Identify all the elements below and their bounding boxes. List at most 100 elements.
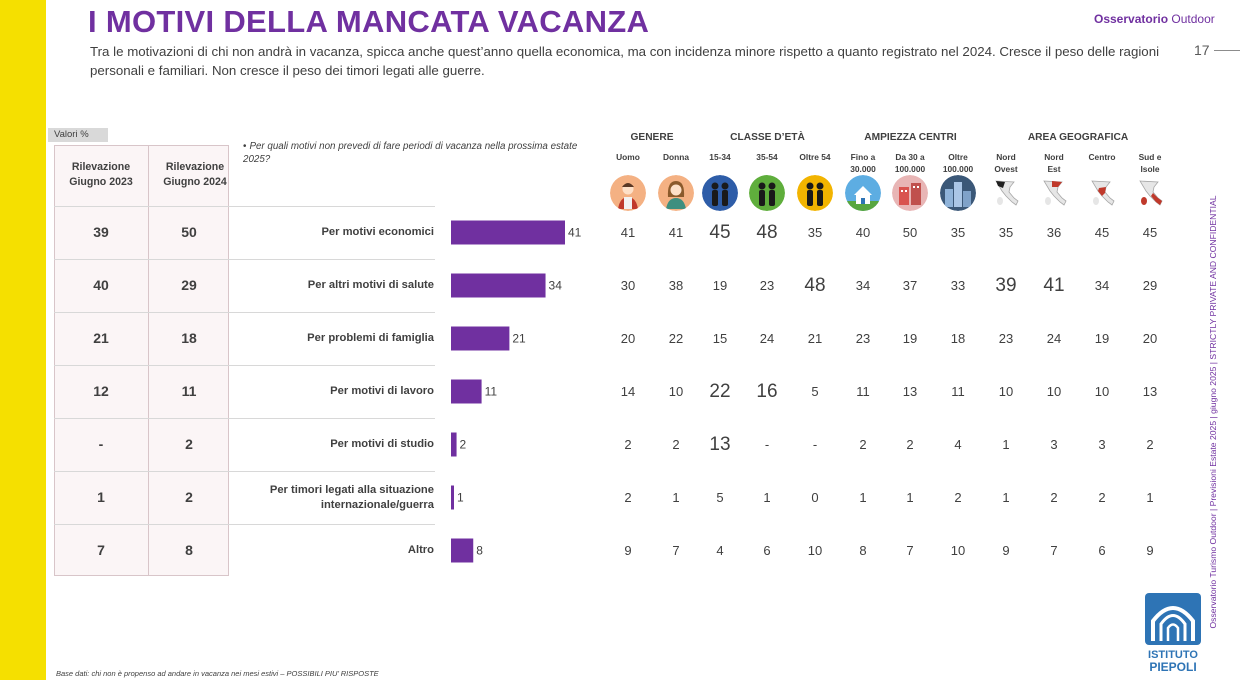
reason-label: Per motivi di studio	[330, 437, 434, 452]
matrix-value: 19	[1094, 331, 1110, 346]
matrix-value: 0	[811, 490, 819, 505]
page-subtitle: Tra le motivazioni di chi non andrà in v…	[90, 44, 1160, 78]
matrix-value: 19	[902, 331, 918, 346]
matrix-value: 39	[995, 275, 1017, 296]
reason-label: Per problemi di famiglia	[307, 331, 434, 346]
label-row-divider	[229, 312, 435, 313]
matrix-value: 10	[668, 384, 684, 399]
matrix-value: 7	[1050, 543, 1058, 558]
bar	[451, 273, 546, 298]
column-header-line: 15-34	[709, 152, 731, 162]
matrix-value: 34	[855, 278, 871, 293]
reason-label: Per motivi di lavoro	[330, 384, 434, 399]
column-header-line: Nord	[996, 152, 1016, 162]
italy-south-islands-map-icon	[1132, 175, 1168, 211]
matrix-value: 9	[1146, 543, 1154, 558]
matrix-value: 5	[716, 490, 724, 505]
column-header-line: Fino a	[850, 152, 876, 162]
column-header-line: Oltre 54	[799, 152, 831, 162]
matrix-value: 9	[1002, 543, 1010, 558]
history-column-header: Rilevazione Giugno 2023	[54, 160, 148, 190]
reason-label: Per timori legati alla situazione interna…	[270, 483, 434, 513]
values-unit-badge: Valori %	[48, 128, 108, 142]
column-header: Centro	[1079, 151, 1125, 163]
matrix-value: 29	[1142, 278, 1158, 293]
history-2024-value: 29	[181, 277, 197, 293]
matrix-value: 37	[902, 278, 918, 293]
history-2023-value: 12	[93, 383, 109, 399]
column-header-line: 30.000	[850, 164, 876, 174]
matrix-value: 15	[712, 331, 728, 346]
bar-value-label: 34	[549, 279, 563, 293]
matrix-value: 23	[855, 331, 871, 346]
matrix-value: 24	[759, 331, 775, 346]
matrix-value: 23	[759, 278, 775, 293]
column-group-header: AMPIEZZA CENTRI	[864, 132, 957, 143]
column-header: 15-34	[697, 151, 743, 163]
history-column-header: Rilevazione Giugno 2024	[148, 160, 242, 190]
matrix-value: 2	[1146, 437, 1154, 452]
matrix-value: 1	[1146, 490, 1154, 505]
column-header-line: 100.000	[942, 164, 974, 174]
history-2023-value: 1	[97, 489, 105, 505]
label-row-divider	[229, 524, 435, 525]
matrix-value: 2	[906, 437, 914, 452]
column-header-line: Oltre	[948, 152, 968, 162]
matrix-value: 48	[756, 222, 778, 243]
matrix-value: 13	[1142, 384, 1158, 399]
matrix-value: 18	[950, 331, 966, 346]
matrix-value: 21	[807, 331, 823, 346]
column-header-line: 100.000	[894, 164, 926, 174]
column-header: Oltre 100.000	[935, 151, 981, 175]
column-header-line: Nord	[1044, 152, 1064, 162]
reason-label-line: Per altri motivi di salute	[307, 279, 434, 291]
matrix-value: -	[812, 437, 818, 452]
column-header-line: Uomo	[616, 152, 640, 162]
matrix-value: 41	[668, 225, 684, 240]
footnote: Base dati: chi non è propenso ad andare …	[56, 669, 379, 678]
matrix-value: -	[764, 437, 770, 452]
matrix-value: 30	[620, 278, 636, 293]
matrix-value: 9	[624, 543, 632, 558]
table-row-divider	[54, 206, 229, 207]
column-header: Donna	[653, 151, 699, 163]
table-row-divider	[54, 418, 229, 419]
reason-label-line: Per motivi di lavoro	[330, 385, 434, 397]
matrix-value: 10	[998, 384, 1014, 399]
history-2024-value: 11	[181, 383, 197, 399]
history-header-line: Giugno 2023	[69, 176, 133, 188]
table-row-divider	[54, 365, 229, 366]
reason-label-line: Per timori legati alla situazione	[269, 483, 434, 496]
column-header-line: Ovest	[994, 164, 1018, 174]
bar-value-label: 11	[485, 385, 498, 399]
table-row-divider	[54, 471, 229, 472]
matrix-value: 41	[1043, 275, 1065, 296]
reason-label-line: Per motivi economici	[321, 226, 434, 238]
column-header: Nord Est	[1031, 151, 1077, 175]
column-header: Da 30 a 100.000	[887, 151, 933, 175]
matrix-value: 1	[906, 490, 914, 505]
column-header-line: Est	[1047, 164, 1061, 174]
reason-label: Altro	[408, 543, 434, 558]
table-row-divider	[54, 312, 229, 313]
matrix-value: 1	[763, 490, 771, 505]
label-row-divider	[229, 471, 435, 472]
bar	[451, 485, 454, 510]
column-header-line: 35-54	[756, 152, 778, 162]
column-group-header: CLASSE D’ETÀ	[730, 132, 805, 143]
matrix-value: 7	[906, 543, 914, 558]
italy-north-east-map-icon	[1036, 175, 1072, 211]
matrix-value: 23	[998, 331, 1014, 346]
table-row-divider	[54, 524, 229, 525]
logo-line-1: ISTITUTO	[1148, 649, 1198, 661]
reason-label-line: Per problemi di famiglia	[307, 332, 434, 344]
column-header: 35-54	[744, 151, 790, 163]
page-title: I MOTIVI DELLA MANCATA VACANZA	[88, 4, 650, 39]
question-text: Per quali motivi non prevedi di fare per…	[243, 141, 578, 165]
matrix-value: 22	[709, 381, 731, 402]
italy-center-map-icon	[1084, 175, 1120, 211]
matrix-value: 38	[668, 278, 684, 293]
history-2024-value: 2	[185, 436, 193, 452]
bar	[451, 379, 482, 404]
matrix-value: 16	[756, 381, 778, 402]
